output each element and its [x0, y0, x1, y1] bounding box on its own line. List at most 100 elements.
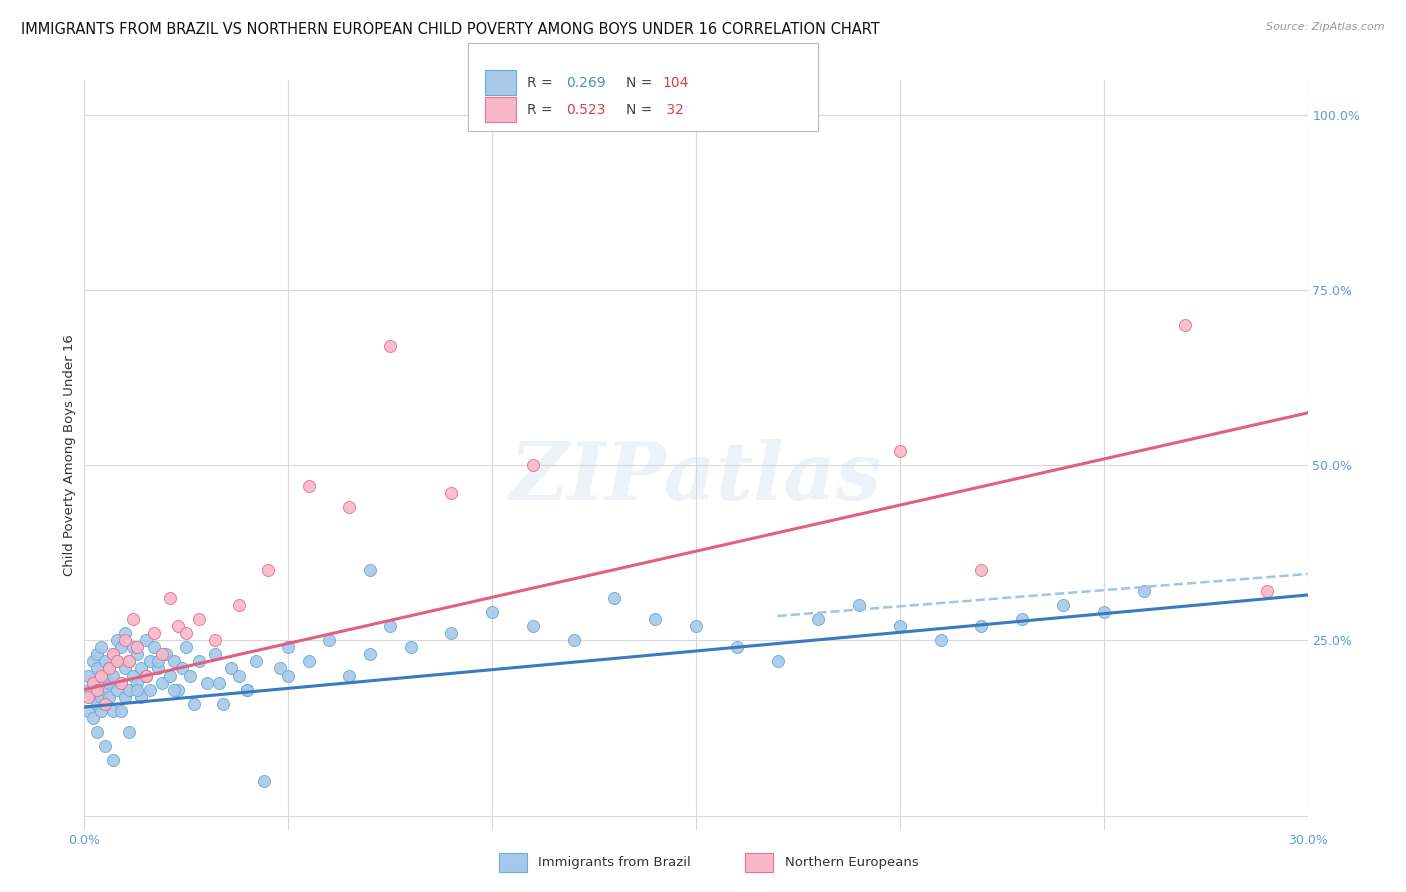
Point — [93, 668, 115, 682]
Point — [208, 675, 231, 690]
Point — [101, 648, 124, 662]
Point — [562, 633, 585, 648]
Point — [159, 668, 181, 682]
Point — [77, 690, 100, 704]
Point — [204, 633, 226, 648]
Point — [142, 626, 165, 640]
Point — [298, 655, 321, 669]
Point — [127, 682, 149, 697]
Point — [159, 591, 181, 606]
Point — [77, 668, 100, 682]
Point — [150, 675, 173, 690]
Point — [101, 668, 124, 682]
Text: N =: N = — [626, 76, 657, 90]
Point — [93, 682, 115, 697]
Point — [167, 619, 190, 633]
Point — [183, 697, 205, 711]
Point — [142, 640, 165, 655]
Text: ZIPatlas: ZIPatlas — [510, 439, 882, 516]
Point — [929, 633, 952, 648]
Point — [93, 697, 115, 711]
Point — [118, 655, 141, 669]
Point — [114, 690, 136, 704]
Point — [212, 697, 235, 711]
Point — [1052, 599, 1074, 613]
Point — [82, 710, 104, 724]
Point — [86, 661, 108, 675]
Point — [603, 591, 626, 606]
Point — [86, 697, 108, 711]
Point — [195, 675, 218, 690]
Point — [277, 640, 299, 655]
Point — [187, 612, 209, 626]
Text: Immigrants from Brazil: Immigrants from Brazil — [538, 856, 692, 869]
Text: 0.269: 0.269 — [567, 76, 606, 90]
Point — [1174, 318, 1197, 333]
Point — [110, 640, 132, 655]
Point — [245, 655, 267, 669]
Point — [118, 655, 141, 669]
Point — [86, 648, 108, 662]
Point — [118, 682, 141, 697]
Point — [1092, 606, 1115, 620]
Point — [228, 668, 250, 682]
Point — [1256, 584, 1278, 599]
Point — [135, 668, 157, 682]
Point — [90, 704, 112, 718]
Point — [269, 661, 291, 675]
Point — [93, 739, 115, 753]
Point — [114, 661, 136, 675]
Point — [122, 612, 145, 626]
Point — [118, 724, 141, 739]
Point — [257, 564, 280, 578]
Point — [163, 655, 186, 669]
Text: R =: R = — [527, 103, 557, 117]
Point — [440, 486, 463, 500]
Point — [644, 612, 666, 626]
Point — [86, 682, 108, 697]
Point — [77, 704, 100, 718]
Point — [127, 640, 149, 655]
Point — [135, 668, 157, 682]
Point — [339, 668, 361, 682]
Point — [86, 724, 108, 739]
Point — [110, 675, 132, 690]
Point — [90, 690, 112, 704]
Point — [889, 619, 911, 633]
Point — [82, 655, 104, 669]
Point — [1133, 584, 1156, 599]
Point — [97, 661, 120, 675]
Point — [114, 626, 136, 640]
Point — [163, 682, 186, 697]
Point — [138, 655, 160, 669]
Point — [105, 633, 128, 648]
Point — [440, 626, 463, 640]
Point — [82, 675, 104, 690]
Point — [236, 682, 259, 697]
Point — [277, 668, 299, 682]
Point — [146, 655, 169, 669]
Point — [187, 655, 209, 669]
Point — [135, 633, 157, 648]
Point — [155, 648, 177, 662]
Point — [82, 675, 104, 690]
Point — [219, 661, 242, 675]
Point — [179, 668, 201, 682]
Point — [228, 599, 250, 613]
Point — [359, 564, 381, 578]
Point — [90, 640, 112, 655]
Text: 32: 32 — [662, 103, 685, 117]
Point — [150, 648, 173, 662]
Point — [131, 661, 153, 675]
Point — [127, 675, 149, 690]
Point — [253, 773, 276, 788]
Point — [97, 675, 120, 690]
Text: Northern Europeans: Northern Europeans — [785, 856, 918, 869]
Text: 0.523: 0.523 — [567, 103, 606, 117]
Point — [174, 626, 197, 640]
Point — [204, 648, 226, 662]
Point — [167, 682, 190, 697]
Point — [138, 682, 160, 697]
Point — [766, 655, 789, 669]
Point — [97, 661, 120, 675]
